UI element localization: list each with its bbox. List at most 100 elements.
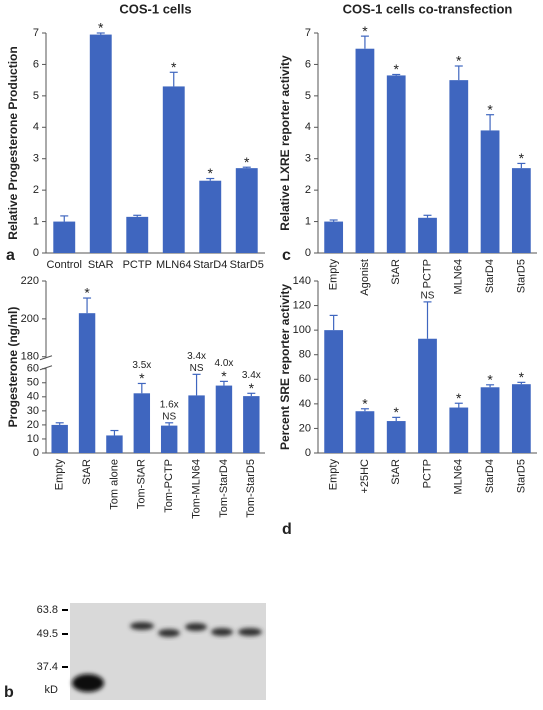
- significance-label: *: [244, 154, 250, 170]
- y-tick-label: 200: [21, 313, 39, 325]
- x-tick-label: MLN64: [156, 259, 191, 271]
- y-tick-label: 1: [33, 215, 39, 227]
- bar: [324, 221, 344, 253]
- significance-label: *: [393, 404, 399, 420]
- significance-label: *: [362, 395, 368, 411]
- y-tick-label: 60: [27, 363, 39, 375]
- panel-label: d: [282, 521, 292, 538]
- x-tick-label: Tom-PCTP: [163, 459, 175, 513]
- y-tick-label: 3: [33, 153, 39, 165]
- y-tick-label: 30: [27, 405, 39, 417]
- bar: [355, 411, 375, 453]
- significance-label: *: [139, 370, 145, 386]
- bar: [324, 330, 344, 453]
- significance-label: *: [487, 372, 493, 388]
- significance-label: *: [393, 61, 399, 77]
- x-tick-label: Tom-StarD4: [218, 459, 230, 518]
- significance-label: *: [519, 369, 525, 385]
- bar: [53, 221, 76, 253]
- significance-label: *: [249, 380, 255, 396]
- y-axis-label: Percent SRE reporter activity: [278, 284, 292, 450]
- bar: [126, 216, 149, 253]
- x-tick-label: +25HC: [359, 459, 371, 494]
- x-tick-label: PCTP: [421, 459, 433, 488]
- y-tick-label: 2: [305, 184, 311, 196]
- fold-label: 3.5x: [132, 360, 151, 371]
- y-tick-label: 6: [305, 58, 311, 70]
- chart-title: COS-1 cells: [119, 1, 191, 16]
- x-tick-label: MLN64: [453, 459, 465, 494]
- fold-label: 4.0x: [214, 358, 233, 369]
- y-tick-label: 20: [299, 422, 311, 434]
- panel-label: a: [6, 247, 15, 264]
- bar: [199, 180, 222, 253]
- y-tick-label: 0: [305, 247, 311, 259]
- significance-label: *: [456, 390, 462, 406]
- axis-break-mark: [39, 365, 53, 371]
- x-tick-label: Tom-MLN64: [190, 459, 202, 519]
- x-tick-label: Control: [47, 259, 82, 271]
- y-tick-label: 40: [27, 391, 39, 403]
- x-tick-label: MLN64: [453, 259, 465, 294]
- y-tick-label: 50: [27, 377, 39, 389]
- significance-label: *: [84, 285, 90, 301]
- significance-label: *: [208, 165, 214, 181]
- significance-label: *: [98, 20, 104, 36]
- bar: [235, 168, 258, 253]
- bar: [243, 396, 260, 453]
- y-tick-label: 120: [293, 299, 311, 311]
- significance-label: *: [221, 368, 227, 384]
- x-tick-label: Agonist: [359, 259, 371, 296]
- bar: [106, 435, 123, 453]
- fold-label: 3.4x: [187, 351, 206, 362]
- bar: [511, 384, 531, 453]
- western-blot: 63.8 49.5 37.4 kD b: [4, 603, 266, 701]
- panel-label: b: [4, 684, 14, 701]
- y-tick-label: 5: [33, 90, 39, 102]
- bar: [162, 86, 185, 253]
- bar: [215, 385, 233, 453]
- y-tick-label: 6: [33, 58, 39, 70]
- x-tick-label: StAR: [81, 459, 93, 485]
- x-tick-label: StarD5: [230, 259, 264, 271]
- bar: [89, 34, 112, 254]
- y-axis-label: Relative LXRE reporter activity: [278, 55, 292, 231]
- bar: [51, 424, 68, 453]
- y-tick-label: 2: [33, 184, 39, 196]
- axis-break-mark: [39, 355, 53, 361]
- marker-label: 63.8: [37, 604, 58, 616]
- x-tick-label: StAR: [390, 259, 402, 285]
- y-tick-label: 180: [21, 351, 39, 363]
- significance-label: NS: [190, 363, 204, 374]
- significance-label: NS: [162, 411, 176, 422]
- x-tick-label: StAR: [390, 459, 402, 485]
- bar: [78, 313, 96, 453]
- blot-band: [72, 674, 104, 692]
- y-tick-label: 220: [21, 275, 39, 287]
- x-tick-label: StarD5: [515, 459, 527, 493]
- y-tick-label: 4: [33, 121, 39, 133]
- y-tick-label: 1: [305, 215, 311, 227]
- y-tick-label: 0: [33, 447, 39, 459]
- blot-band: [158, 629, 180, 637]
- axis-break-gap: [40, 357, 52, 368]
- x-tick-label: StarD5: [515, 259, 527, 293]
- marker-label: 37.4: [37, 661, 58, 673]
- bar: [418, 217, 437, 253]
- bar: [418, 338, 437, 453]
- y-tick-label: 40: [299, 398, 311, 410]
- unit-label: kD: [45, 684, 59, 696]
- fold-label: 3.4x: [242, 370, 261, 381]
- bar: [160, 425, 178, 453]
- y-tick-label: 7: [305, 27, 311, 39]
- significance-label: *: [171, 59, 177, 75]
- bar: [449, 407, 469, 453]
- x-tick-label: Tom-StAR: [136, 459, 148, 509]
- x-tick-label: StarD4: [484, 459, 496, 493]
- x-tick-label: StAR: [88, 259, 114, 271]
- y-axis-label: Progesterone (ng/ml): [6, 307, 20, 428]
- bar: [480, 130, 500, 253]
- blot-band: [130, 622, 154, 630]
- y-tick-label: 0: [33, 247, 39, 259]
- y-tick-label: 60: [299, 373, 311, 385]
